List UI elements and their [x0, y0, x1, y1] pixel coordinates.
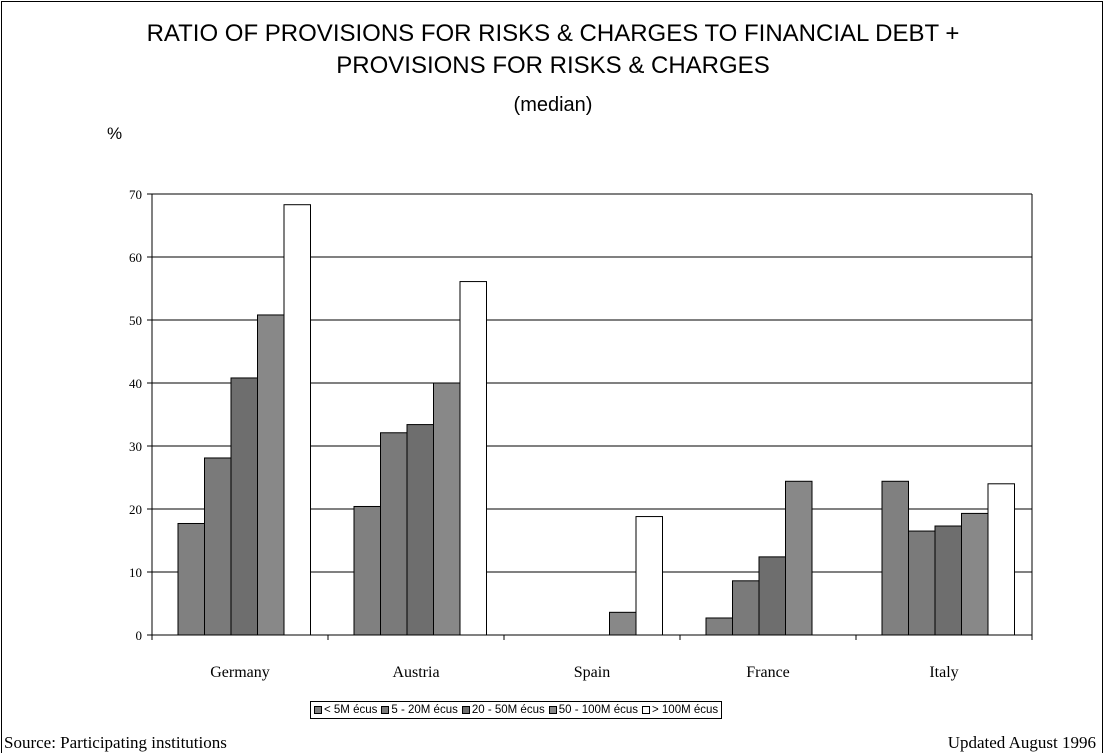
legend-swatch [381, 706, 390, 714]
category-label: France [746, 664, 790, 681]
y-tick-label: 0 [136, 628, 143, 643]
updated-note: Updated August 1996 [947, 733, 1096, 752]
bar [609, 611, 637, 636]
bar [705, 617, 733, 636]
bar [987, 483, 1015, 636]
bar [908, 530, 936, 636]
legend-label: 5 - 20M écus [391, 704, 458, 716]
bar-chart: 0 10 20 30 40 50 60 70 Germany Austria Spain France… [129, 187, 1033, 681]
category-label: Spain [574, 664, 610, 681]
bar [230, 377, 258, 636]
bar [635, 516, 663, 636]
legend-item: < 5M écus [314, 704, 377, 716]
source-note: Source: Participating institutions [4, 733, 227, 752]
bar [204, 457, 232, 636]
bar [433, 382, 461, 636]
legend-swatch [642, 706, 650, 714]
legend-swatch [461, 706, 470, 714]
y-tick-label: 50 [129, 313, 142, 328]
bar [459, 281, 487, 636]
legend-item: > 100M écus [642, 704, 718, 716]
legend-item: 5 - 20M écus [381, 704, 458, 716]
bar [177, 522, 205, 636]
bar [283, 204, 311, 636]
category-label: Austria [392, 664, 439, 681]
legend-swatch [548, 706, 557, 714]
chart-title-line1: RATIO OF PROVISIONS FOR RISKS & CHARGES … [146, 20, 960, 47]
bar [732, 580, 760, 636]
y-tick-label: 20 [129, 502, 142, 517]
y-tick-label: 30 [129, 439, 142, 454]
bar [257, 314, 285, 636]
y-axis-unit-label: % [107, 124, 123, 143]
y-tick-label: 70 [129, 187, 142, 202]
bar [380, 432, 408, 636]
chart-title-line2: PROVISIONS FOR RISKS & CHARGES [336, 52, 770, 79]
legend-label: 50 - 100M écus [558, 704, 638, 716]
bar [406, 424, 434, 636]
legend-label: > 100M écus [652, 704, 719, 716]
legend-item: 20 - 50M écus [461, 704, 545, 716]
bar [758, 556, 786, 636]
legend-label: 20 - 50M écus [471, 704, 545, 716]
y-tick-label: 10 [129, 565, 142, 580]
bar [934, 525, 962, 636]
chart-subtitle: (median) [513, 94, 593, 116]
category-label: Germany [210, 664, 270, 681]
bar [353, 505, 381, 636]
y-tick-label: 60 [129, 250, 142, 265]
bar [785, 480, 813, 636]
legend-label: < 5M écus [324, 704, 378, 716]
bar [881, 480, 909, 636]
chart-legend: < 5M écus 5 - 20M écus 20 - 50M écus 50 - 1… [310, 701, 723, 719]
bar [961, 512, 989, 636]
legend-swatch [314, 706, 322, 714]
legend-item: 50 - 100M écus [548, 704, 638, 716]
category-label: Italy [929, 664, 958, 681]
y-tick-label: 40 [129, 376, 142, 391]
